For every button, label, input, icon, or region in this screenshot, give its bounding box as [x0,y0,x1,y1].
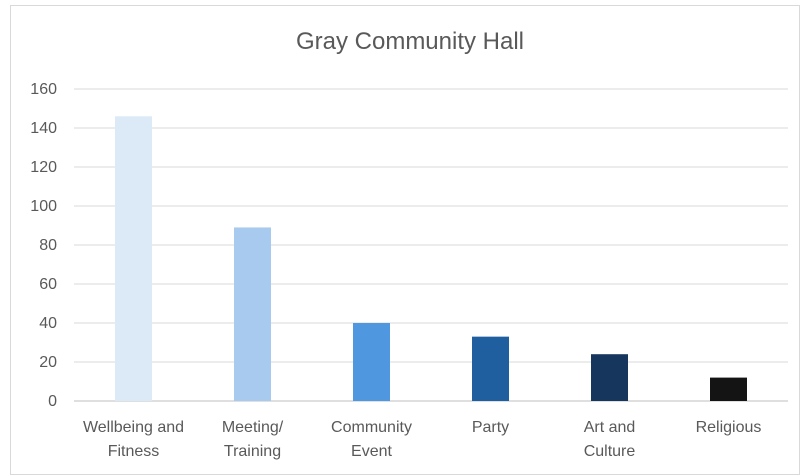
y-tick-label: 80 [39,237,57,254]
bar [115,116,152,402]
x-category-label: Culture [584,443,636,460]
y-tick-label: 140 [30,120,57,137]
x-category-label: Training [224,443,281,460]
bar [710,377,747,401]
y-tick-label: 0 [48,393,57,410]
bar [591,354,628,401]
x-category-label: Art and [584,419,636,436]
y-tick-label: 120 [30,159,57,176]
bar [472,336,509,401]
y-tick-label: 20 [39,354,57,371]
x-category-label: Party [472,419,509,436]
x-category-label: Religious [696,419,762,436]
x-category-label: Community [331,419,412,436]
x-category-label: Wellbeing and [83,419,184,436]
x-category-label: Meeting/ [222,419,284,436]
y-tick-label: 60 [39,276,57,293]
y-tick-label: 40 [39,315,57,332]
y-tick-label: 160 [30,81,57,98]
x-category-label: Event [351,443,392,460]
y-tick-label: 100 [30,198,57,215]
chart-title: Gray Community Hall [295,28,525,55]
bar [234,227,271,401]
bar [353,323,390,401]
x-category-label: Fitness [108,443,160,460]
